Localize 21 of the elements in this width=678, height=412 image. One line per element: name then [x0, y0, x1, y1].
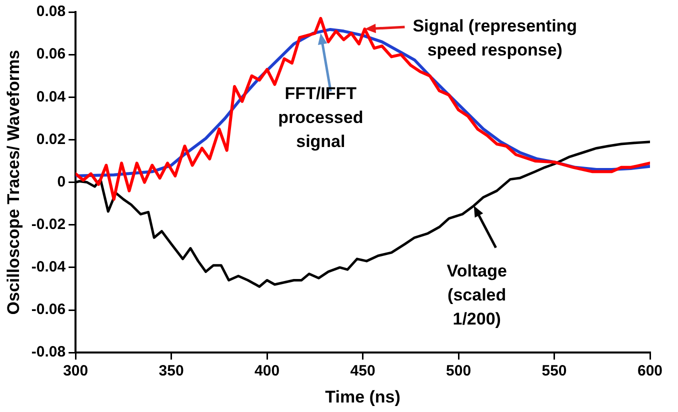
x-tick-label: 550	[542, 362, 567, 380]
y-tick-label: -0.02	[31, 216, 66, 234]
y-tick-label: -0.08	[31, 344, 66, 361]
y-tick-label: 0.08	[36, 3, 66, 20]
y-tick-label: 0	[57, 173, 66, 190]
x-tick-label: 300	[63, 362, 88, 380]
annotation: FFT/IFFT processed signal	[278, 84, 364, 151]
x-tick-label: 400	[254, 362, 280, 380]
y-tick-label: 0.02	[36, 130, 66, 148]
x-tick-label: 350	[158, 362, 184, 380]
y-tick-label: 0.04	[36, 88, 66, 106]
y-tick-label: -0.06	[31, 301, 66, 318]
annotation: Signal (representing speed response)	[412, 16, 578, 60]
y-axis-title: Oscilloscope Traces/ Waveforms	[4, 50, 23, 315]
x-tick-label: 450	[350, 362, 376, 380]
annotation: Voltage (scaled 1/200)	[446, 261, 507, 328]
x-axis-title: Time (ns)	[325, 387, 400, 406]
y-tick-label: -0.04	[31, 258, 66, 276]
y-tick-label: 0.06	[36, 46, 66, 63]
x-tick-label: 600	[637, 362, 663, 380]
x-tick-label: 500	[446, 362, 472, 380]
